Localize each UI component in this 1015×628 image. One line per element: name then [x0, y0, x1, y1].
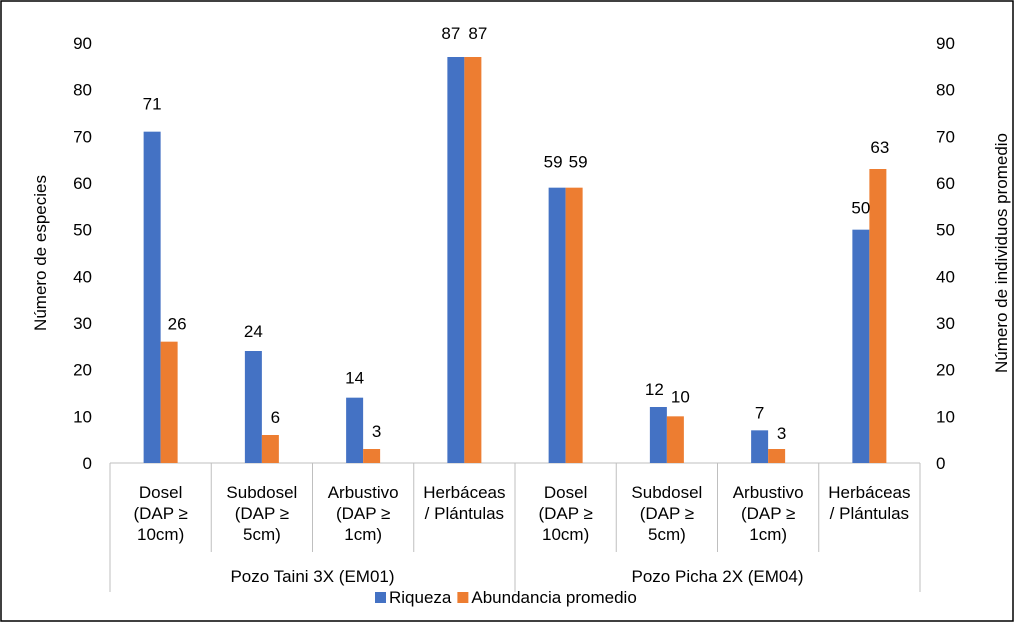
x-category-label-line: Herbáceas [423, 483, 505, 502]
x-category-label-line: Dosel [139, 483, 182, 502]
y2-tick-label: 0 [936, 454, 945, 473]
bar-riqueza [447, 57, 465, 463]
x-category-label-line: / Plántulas [425, 504, 504, 523]
y2-tick-label: 50 [936, 221, 955, 240]
x-group-label: Pozo Taini 3X (EM01) [230, 567, 394, 586]
x-category-label: Arbustivo (DAP ≥ 1cm) [328, 483, 399, 544]
x-category-label-line: 5cm) [243, 525, 281, 544]
x-category-label-line: Subdosel [226, 483, 297, 502]
bar-riqueza [346, 397, 364, 463]
bar-abundancia [160, 341, 178, 463]
x-category-label-line: (DAP ≥ [336, 504, 390, 523]
y-tick-label: 0 [83, 454, 92, 473]
y2-tick-label: 60 [936, 174, 955, 193]
y2-tick-label: 10 [936, 407, 955, 426]
y-tick-label: 10 [73, 407, 92, 426]
bar-riqueza [548, 187, 566, 463]
data-label: 6 [271, 408, 280, 427]
y-tick-label: 20 [73, 361, 92, 380]
x-category-label-line: Arbustivo [328, 483, 399, 502]
y-tick-label: 90 [73, 34, 92, 53]
legend-label: Abundancia promedio [471, 588, 636, 607]
data-label: 59 [544, 153, 563, 172]
y-tick-label: 60 [73, 174, 92, 193]
y-tick-label: 30 [73, 314, 92, 333]
x-category-label: Dosel (DAP ≥ 10cm) [133, 483, 187, 544]
x-category-label: Herbáceas / Plántulas [828, 483, 910, 523]
x-category-label: Arbustivo (DAP ≥ 1cm) [733, 483, 804, 544]
axes-layer: 0 0 10 10 20 20 30 30 40 40 50 50 60 60 70 70 80 80 90 90 Nú… [31, 34, 1011, 592]
x-category-label-line: 5cm) [648, 525, 686, 544]
x-category-label-line: 1cm) [344, 525, 382, 544]
x-group-label: Pozo Picha 2X (EM04) [632, 567, 804, 586]
bar-riqueza [649, 407, 667, 463]
legend-label: Riqueza [389, 588, 452, 607]
bar-riqueza [751, 430, 769, 463]
y-tick-label: 50 [73, 221, 92, 240]
bar-abundancia [869, 169, 887, 463]
x-category-label-line: / Plántulas [830, 504, 909, 523]
y2-axis-title: Número de individuos promedio [992, 133, 1011, 373]
bar-riqueza [244, 351, 262, 463]
y-axis-title: Número de especies [31, 175, 50, 331]
legend-swatch [375, 592, 386, 603]
y2-tick-label: 20 [936, 361, 955, 380]
x-category-label-line: 10cm) [542, 525, 589, 544]
y2-tick-label: 80 [936, 81, 955, 100]
x-category-label-line: (DAP ≥ [235, 504, 289, 523]
y-tick-label: 70 [73, 127, 92, 146]
data-label: 24 [244, 322, 263, 341]
y2-tick-label: 40 [936, 267, 955, 286]
data-label: 3 [777, 424, 786, 443]
x-category-label: Dosel (DAP ≥ 10cm) [538, 483, 592, 544]
data-label: 87 [441, 24, 460, 43]
bar-abundancia [363, 449, 381, 463]
bar-abundancia [666, 416, 684, 463]
bar-riqueza [143, 131, 161, 463]
x-category-label: Subdosel (DAP ≥ 5cm) [631, 483, 702, 544]
legend: Riqueza Abundancia promedio [375, 588, 637, 607]
bar-abundancia [261, 435, 279, 463]
x-category-label-line: (DAP ≥ [538, 504, 592, 523]
data-label: 10 [671, 387, 690, 406]
data-label: 63 [870, 138, 889, 157]
x-category-label-line: (DAP ≥ [640, 504, 694, 523]
data-label: 14 [345, 369, 364, 388]
x-category-label-line: 10cm) [137, 525, 184, 544]
x-category-label-line: (DAP ≥ [741, 504, 795, 523]
x-category-label-line: Dosel [544, 483, 587, 502]
x-category-label-line: 1cm) [749, 525, 787, 544]
bar-riqueza [852, 229, 870, 463]
y2-tick-label: 90 [936, 34, 955, 53]
data-label: 12 [645, 380, 664, 399]
x-category-label: Herbáceas / Plántulas [423, 483, 505, 523]
legend-swatch [457, 592, 469, 603]
bar-abundancia [464, 57, 482, 463]
x-category-label-line: (DAP ≥ [133, 504, 187, 523]
data-label: 26 [168, 315, 187, 334]
bar-abundancia [768, 449, 786, 463]
x-category-label-line: Subdosel [631, 483, 702, 502]
x-category-label-line: Arbustivo [733, 483, 804, 502]
data-label: 50 [851, 199, 870, 218]
bars-layer [143, 57, 887, 463]
x-category-label: Subdosel (DAP ≥ 5cm) [226, 483, 297, 544]
data-label: 87 [468, 24, 487, 43]
bar-abundancia [565, 187, 583, 463]
data-label: 3 [372, 422, 381, 441]
y-tick-label: 40 [73, 267, 92, 286]
y2-tick-label: 30 [936, 314, 955, 333]
data-label: 59 [569, 153, 588, 172]
y-tick-label: 80 [73, 81, 92, 100]
data-label: 7 [755, 403, 764, 422]
data-label: 71 [143, 95, 162, 114]
y2-tick-label: 70 [936, 127, 955, 146]
x-category-label-line: Herbáceas [828, 483, 910, 502]
